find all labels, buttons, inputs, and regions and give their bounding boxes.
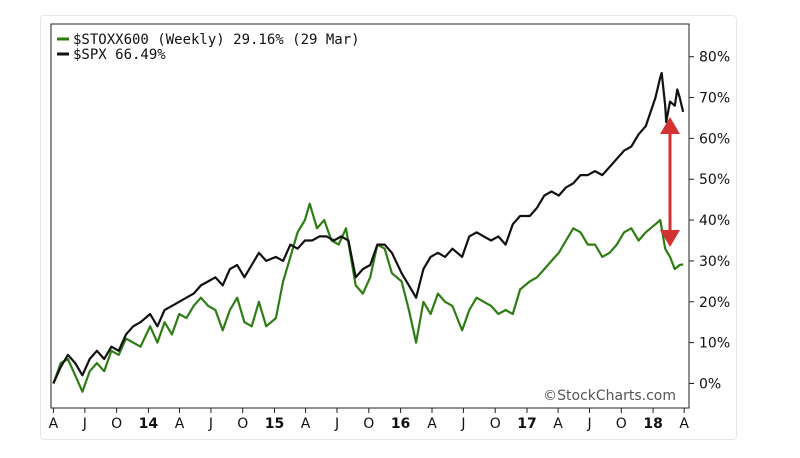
y-tick-label-40: 40% bbox=[699, 213, 730, 229]
x-tick-label-8: A bbox=[301, 416, 311, 432]
x-tick-label-10: O bbox=[363, 416, 374, 432]
x-tick-label-20: A bbox=[679, 416, 689, 432]
x-tick-label-4: A bbox=[175, 416, 185, 432]
gap-arrow-head-down bbox=[660, 230, 680, 247]
y-tick-label-60: 60% bbox=[699, 131, 730, 147]
x-tick-label-1: J bbox=[82, 416, 87, 432]
y-tick-label-30: 30% bbox=[699, 254, 730, 270]
x-tick-label-13: J bbox=[460, 416, 465, 432]
series-line-spx bbox=[52, 71, 685, 384]
x-tick-label-0: A bbox=[49, 416, 59, 432]
y-tick-label-50: 50% bbox=[699, 172, 730, 188]
series-line-stoxx600 bbox=[52, 202, 684, 393]
y-tick-label-70: 70% bbox=[699, 91, 730, 107]
x-tick-label-11: 16 bbox=[391, 416, 410, 432]
y-tick-label-20: 20% bbox=[699, 295, 730, 311]
x-tick-label-5: J bbox=[208, 416, 213, 432]
x-tick-label-15: 17 bbox=[517, 416, 536, 432]
x-tick-label-14: O bbox=[490, 416, 501, 432]
y-tick-label-80: 80% bbox=[699, 50, 730, 66]
y-tick-label-0: 0% bbox=[699, 376, 721, 392]
legend: $STOXX600 (Weekly) 29.16% (29 Mar) $SPX … bbox=[57, 32, 360, 63]
x-tick-label-7: 15 bbox=[265, 416, 284, 432]
x-tick-label-18: O bbox=[616, 416, 627, 432]
x-axis: A J O 14 A J O 15 A J O 16 A J O 17 A J O 18 A bbox=[49, 408, 689, 432]
x-tick-label-17: J bbox=[586, 416, 591, 432]
x-tick-label-9: J bbox=[334, 416, 339, 432]
y-axis: 0% 10% 20% 30% 40% 50% 60% 70% 80% bbox=[689, 50, 730, 392]
x-tick-label-19: 18 bbox=[643, 416, 662, 432]
plot-area bbox=[50, 23, 690, 409]
x-tick-label-6: O bbox=[237, 416, 248, 432]
x-tick-label-3: 14 bbox=[139, 416, 159, 432]
watermark: ©StockCharts.com bbox=[543, 388, 676, 404]
y-tick-label-10: 10% bbox=[699, 336, 730, 352]
x-tick-label-12: A bbox=[427, 416, 437, 432]
x-tick-label-2: O bbox=[111, 416, 122, 432]
legend-label-stoxx600: $STOXX600 (Weekly) 29.16% (29 Mar) bbox=[73, 32, 360, 48]
series-lines bbox=[52, 71, 685, 393]
x-tick-label-16: A bbox=[553, 416, 563, 432]
gap-arrow-head-up bbox=[660, 117, 680, 134]
legend-label-spx: $SPX 66.49% bbox=[73, 47, 166, 63]
gap-arrow bbox=[660, 117, 680, 247]
